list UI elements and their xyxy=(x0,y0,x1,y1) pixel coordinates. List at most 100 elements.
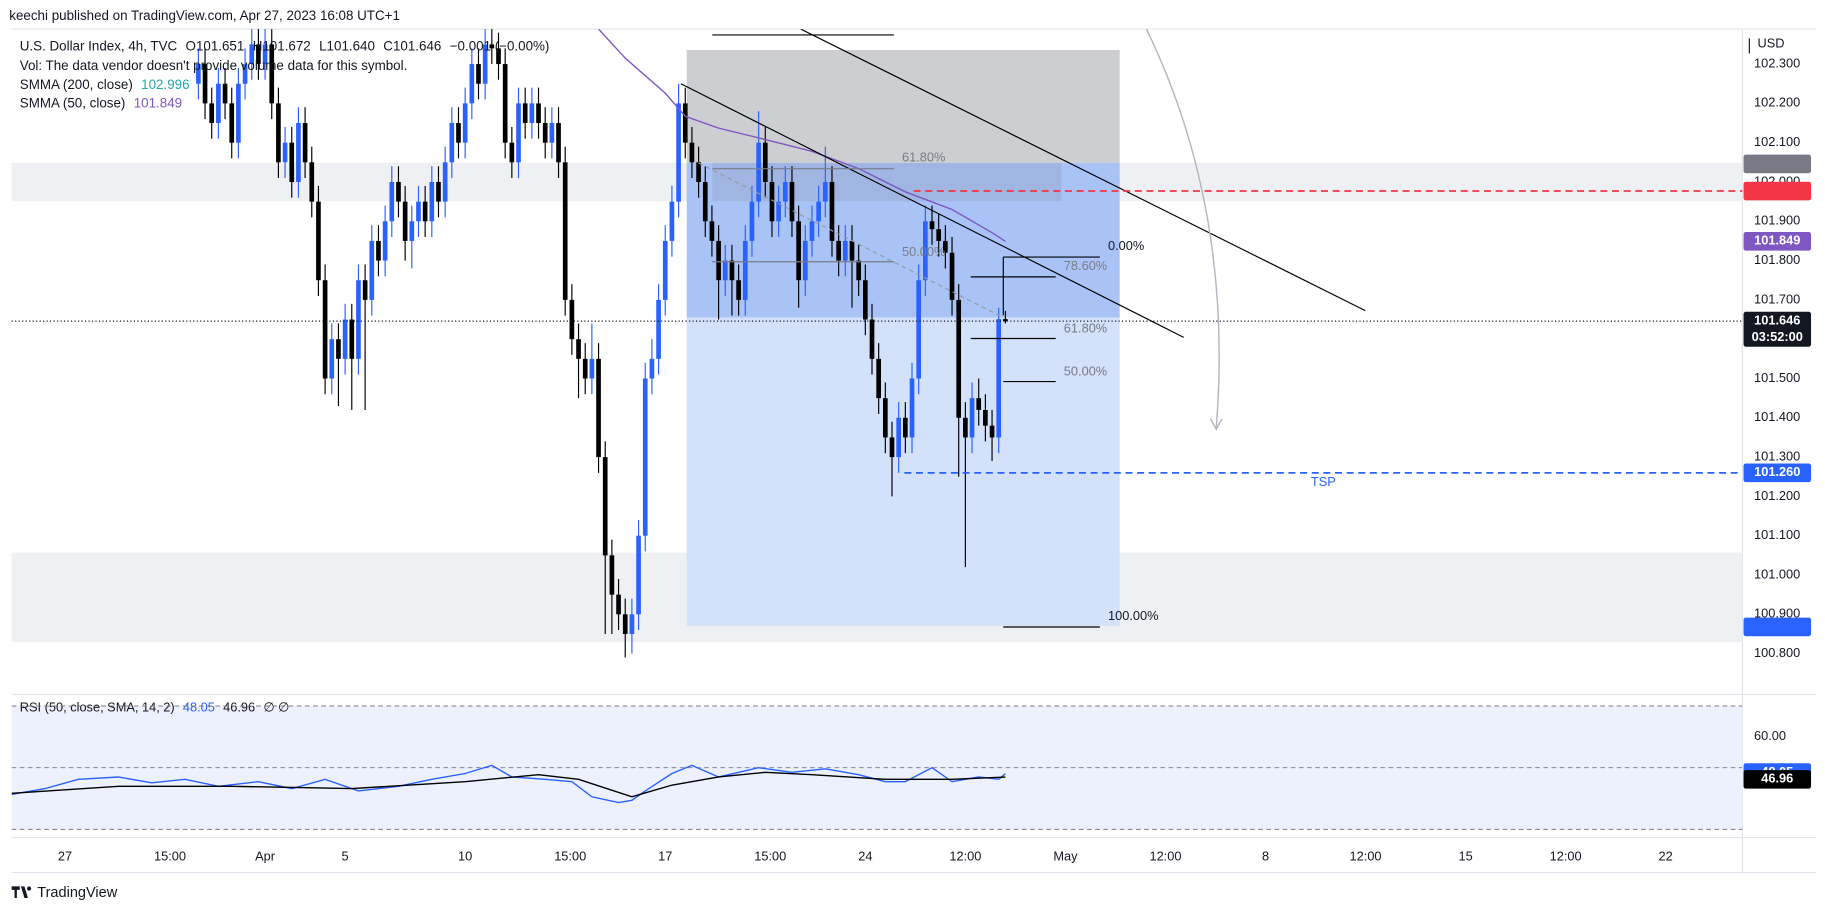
y-tick-label: 101.100 xyxy=(1754,527,1800,542)
symbol-legend: U.S. Dollar Index, 4h, TVC O101.651 H101… xyxy=(20,38,550,53)
candle-body xyxy=(923,221,928,281)
candle-body xyxy=(222,83,228,104)
candle-body xyxy=(416,201,421,222)
candle-body xyxy=(636,535,641,615)
candle-body xyxy=(242,64,248,84)
candle-body xyxy=(883,398,888,438)
candle-body xyxy=(256,44,261,65)
box-gray xyxy=(686,50,1120,163)
rsi-title: RSI (50, close, SMA, 14, 2) xyxy=(20,700,175,715)
price-badge xyxy=(1743,181,1812,201)
candle-body xyxy=(529,103,535,124)
y-tick-label: 102.300 xyxy=(1754,55,1800,70)
candle-body xyxy=(516,103,521,163)
x-tick-label: Apr xyxy=(255,849,276,864)
candle-body xyxy=(989,425,995,438)
candle-body xyxy=(456,123,461,143)
candle-body xyxy=(469,64,475,104)
x-tick-label: 15:00 xyxy=(754,849,786,864)
price-badge xyxy=(1743,617,1812,637)
candle-body xyxy=(702,181,708,222)
candle-body xyxy=(656,299,661,359)
candle-body xyxy=(269,44,275,104)
candle-body xyxy=(362,280,368,300)
ohlc: −0.001 (−0.00%) xyxy=(450,38,550,53)
smma-badge-label: 101.849 xyxy=(1754,233,1800,248)
candle-body xyxy=(522,103,528,124)
x-tick-label: May xyxy=(1053,849,1078,864)
candle-body xyxy=(409,221,415,241)
footer: TradingView xyxy=(37,885,117,901)
candle-body xyxy=(496,48,501,65)
fib-label: 78.60% xyxy=(1064,258,1107,273)
candle-body xyxy=(943,240,948,253)
candle-body xyxy=(616,594,621,615)
candle-body xyxy=(262,44,268,65)
x-tick-label: 12:00 xyxy=(949,849,981,864)
rsi-extra: ∅ ∅ xyxy=(263,700,289,715)
arrow-head xyxy=(1209,418,1223,431)
x-tick-label: 8 xyxy=(1262,849,1269,864)
candle-body xyxy=(776,201,781,222)
candle-body xyxy=(429,181,435,222)
close-badge xyxy=(1743,311,1812,347)
x-tick-label: 5 xyxy=(342,849,349,864)
rsi-line xyxy=(11,764,1006,804)
candle-body xyxy=(609,555,615,595)
candle-body xyxy=(983,409,988,426)
candle-body xyxy=(589,358,595,379)
indicator-name: SMMA (50, close) xyxy=(20,95,126,110)
candle-body xyxy=(216,83,221,124)
candle-body xyxy=(322,280,328,379)
rsi-tick-label: 60.00 xyxy=(1754,728,1786,743)
candle-body xyxy=(462,103,468,143)
indicator-legend: SMMA (200, close) 102.996 xyxy=(20,76,190,91)
rsi-badge xyxy=(1743,770,1812,789)
y-tick-label: 100.800 xyxy=(1754,645,1800,660)
candle-body xyxy=(549,123,555,143)
candle-body xyxy=(282,142,288,163)
candle-body xyxy=(689,142,695,163)
candle-body xyxy=(536,103,541,124)
candle-body xyxy=(602,457,608,556)
candle-body xyxy=(669,201,675,241)
candle-body xyxy=(796,221,801,281)
y-tick-label: 101.700 xyxy=(1754,291,1800,306)
candle-body xyxy=(829,181,835,241)
candle-body xyxy=(629,614,635,634)
y-tick-label: 101.800 xyxy=(1754,252,1800,267)
candle-body xyxy=(542,123,548,143)
candle-body xyxy=(502,64,508,143)
candle-body xyxy=(422,201,428,222)
indicator-name: SMMA (200, close) xyxy=(20,76,133,91)
price-badge xyxy=(1743,154,1812,174)
x-tick-label: 15:00 xyxy=(554,849,586,864)
candle-body xyxy=(489,44,495,49)
fib-label: 61.80% xyxy=(902,150,945,165)
candle-body xyxy=(682,103,688,143)
candle-body xyxy=(196,64,201,84)
candle-body xyxy=(976,398,982,410)
logo xyxy=(11,886,32,899)
candle-body xyxy=(436,181,441,202)
candle-body xyxy=(996,319,1002,438)
candle-body xyxy=(302,123,308,163)
fib-label: 61.80% xyxy=(1064,321,1107,336)
x-tick-label: 15 xyxy=(1458,849,1472,864)
candle-body xyxy=(842,240,848,261)
smma-badge xyxy=(1743,232,1812,251)
candle-body xyxy=(742,240,748,300)
candle-body xyxy=(696,162,701,182)
candle-body xyxy=(449,123,455,163)
x-tick-label: 15:00 xyxy=(154,849,186,864)
candle-body xyxy=(482,44,488,84)
candle-body xyxy=(396,181,401,202)
x-tick-label: 10 xyxy=(458,849,472,864)
candle-body xyxy=(556,123,561,163)
candle-body xyxy=(856,260,861,281)
x-tick-label: 17 xyxy=(658,849,672,864)
candle-body xyxy=(903,417,908,438)
y-tick-label: 102.200 xyxy=(1754,95,1800,110)
box-blue-light xyxy=(686,317,1120,626)
x-tick-label: 22 xyxy=(1659,849,1673,864)
